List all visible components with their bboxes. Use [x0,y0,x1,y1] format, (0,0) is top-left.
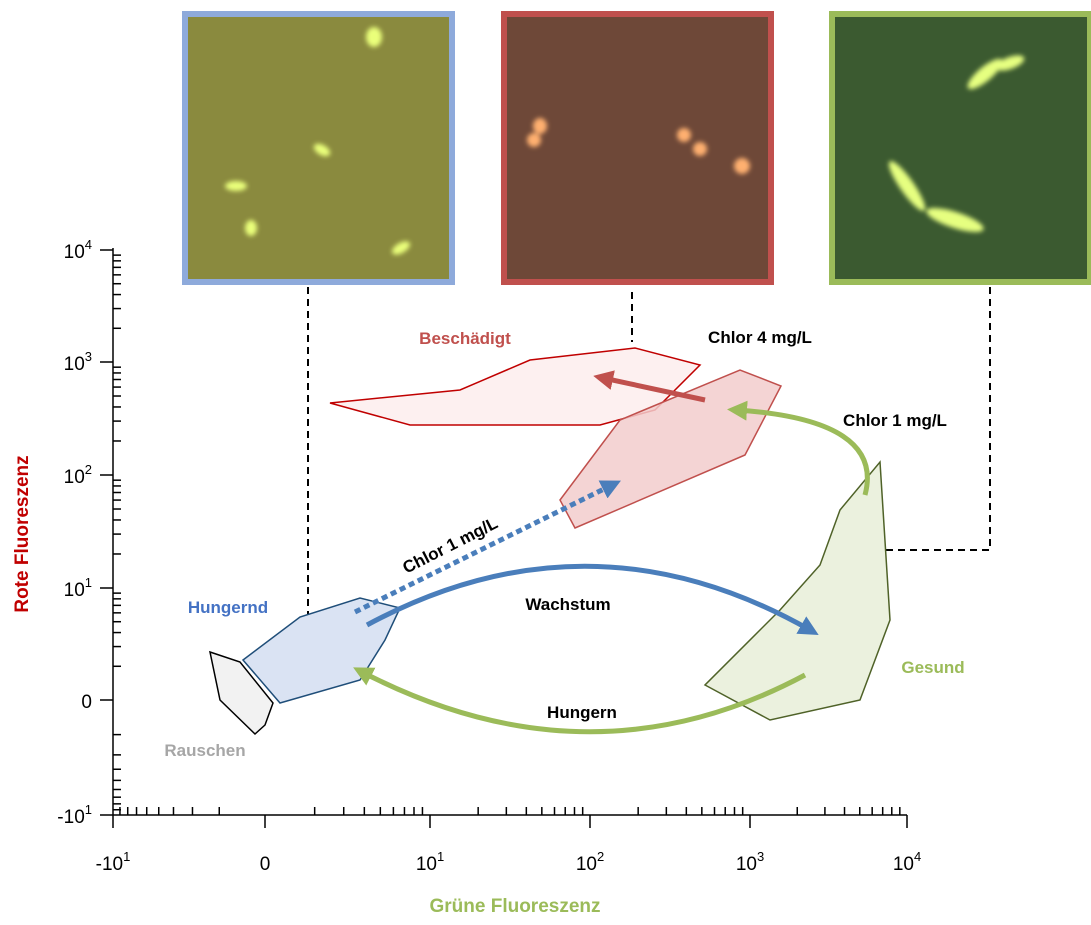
tick-label: 103 [736,849,764,875]
tick-label: 104 [64,237,92,263]
tick-base: 10 [64,580,85,601]
tick-exp: 1 [85,802,92,817]
x-axis-label: Grüne Fluoreszenz [429,896,600,917]
tick-exp: 1 [123,849,130,864]
micrograph-damaged [501,11,774,285]
tick-exp: 4 [85,237,92,252]
tick-base: 0 [81,692,92,713]
y-axis-label: Rote Fluoreszenz [12,455,33,612]
tick-label: -101 [57,802,92,828]
arrow-label: Hungern [547,703,617,722]
region-damaged-4 [329,347,702,426]
tick-base: 10 [64,354,85,375]
tick-label: 102 [576,849,604,875]
tick-base: 10 [64,242,85,263]
tick-label: 0 [81,692,92,713]
region-label: Rauschen [164,741,245,760]
tick-base: -10 [57,807,84,828]
region-label: Gesund [901,658,964,677]
arrow-label: Wachstum [525,595,610,614]
tick-exp: 3 [757,849,764,864]
micrograph-starving [182,11,455,285]
tick-base: 10 [736,854,757,875]
connectors [307,287,991,620]
tick-base: 10 [893,854,914,875]
tick-exp: 2 [85,462,92,477]
region-healthy [703,460,891,721]
tick-exp: 1 [85,575,92,590]
arrow-label: Chlor 4 mg/L [708,328,812,347]
tick-base: 10 [64,467,85,488]
tick-exp: 1 [437,849,444,864]
tick-base: 0 [260,854,271,875]
axes [100,248,908,828]
tick-label: 102 [64,462,92,488]
arrow-label: Chlor 1 mg/L [400,513,501,577]
tick-exp: 4 [914,849,921,864]
region-noise [208,650,274,736]
tick-label: 101 [416,849,444,875]
tick-base: 10 [416,854,437,875]
tick-label: 103 [64,349,92,375]
micrograph-healthy [829,11,1091,285]
tick-label: 104 [893,849,921,875]
arrows [353,370,870,735]
region-label: Beschädigt [419,329,511,348]
tick-label: 101 [64,575,92,601]
tick-label: 0 [260,854,271,875]
tick-base: -10 [96,854,123,875]
arrow-label: Chlor 1 mg/L [843,411,947,430]
tick-exp: 2 [597,849,604,864]
tick-exp: 3 [85,349,92,364]
tick-base: 10 [576,854,597,875]
tick-label: -101 [96,849,131,875]
region-label: Hungernd [188,598,268,617]
